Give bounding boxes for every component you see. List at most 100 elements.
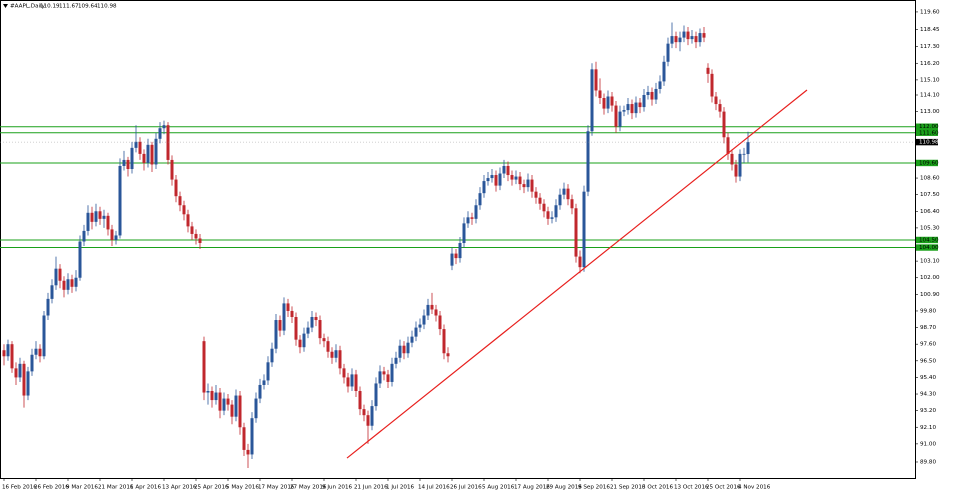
candle-body (418, 324, 422, 328)
y-tick-label: 97.60 (920, 342, 936, 348)
candle-body (254, 398, 258, 419)
candle-body (74, 277, 78, 287)
candle-body (546, 211, 550, 219)
candle-body (390, 363, 394, 382)
candle-body (18, 363, 22, 378)
candle-body (598, 90, 602, 99)
candle-body (230, 404, 234, 417)
trendline (346, 89, 808, 459)
candle-body (42, 315, 46, 357)
level-tag (916, 236, 938, 244)
candle-body (402, 345, 406, 354)
x-tick-label: 9 Sep 2016 (578, 485, 610, 491)
candle-body (674, 36, 678, 43)
candle-body (374, 383, 378, 407)
level-tag-label: 112.00 (919, 124, 939, 130)
level-tag (916, 123, 938, 130)
candle-body (626, 104, 630, 111)
candle-body (198, 238, 202, 244)
x-tick-label: 21 Sep 2016 (610, 485, 646, 491)
candle-body (722, 111, 726, 138)
candle-body (366, 415, 370, 426)
candle-body (154, 138, 158, 165)
candle-body (606, 96, 610, 109)
candle-body (26, 371, 30, 396)
candle-body (690, 36, 694, 40)
y-tick-label: 89.80 (920, 459, 936, 465)
candle-body (578, 256, 582, 268)
x-tick-label: 13 Apr 2016 (162, 485, 197, 491)
current-price-tag (916, 138, 938, 146)
candle-body (194, 233, 198, 239)
level-tag-label: 109.60 (919, 160, 939, 166)
candle-body (166, 125, 170, 160)
candle-body (686, 31, 690, 40)
current-price-label: 110.98 (919, 140, 939, 146)
candle-body (630, 104, 634, 114)
y-tick-label: 107.50 (920, 192, 940, 198)
candle-body (538, 197, 542, 204)
candle-body (206, 391, 210, 393)
candle-body (482, 181, 486, 194)
y-tick-label: 98.70 (920, 325, 936, 331)
x-tick-label: 14 Jul 2016 (418, 485, 450, 491)
candle-body (102, 215, 106, 219)
candle-body (126, 159, 130, 169)
level-tag-label: 111.60 (919, 130, 939, 136)
candle-body (670, 36, 674, 44)
y-tick-label: 92.10 (920, 425, 936, 431)
candle-body (314, 317, 318, 321)
candle-body (586, 131, 590, 192)
candle-body (270, 348, 274, 363)
level-tag (916, 159, 938, 167)
candle-body (414, 327, 418, 337)
candle-body (242, 427, 246, 450)
candle-body (266, 362, 270, 381)
candle-body (718, 104, 722, 112)
candle-body (258, 384, 262, 399)
chart-title: #AAPL,Daily (10, 4, 46, 10)
candle-body (334, 350, 338, 358)
x-tick-label: 5 Aug 2016 (482, 485, 515, 491)
candle-body (518, 176, 522, 185)
candle-body (594, 69, 598, 91)
candle-body (442, 329, 446, 354)
x-tick-label: 25 Apr 2016 (194, 485, 229, 491)
candle-body (466, 217, 470, 224)
candle-body (158, 128, 162, 139)
candle-body (62, 280, 66, 290)
candle-body (706, 67, 710, 74)
candle-body (410, 336, 414, 343)
candle-body (134, 141, 138, 148)
candle-body (114, 235, 118, 240)
candle-body (650, 91, 654, 100)
candle-body (146, 144, 150, 163)
candle-body (490, 175, 494, 179)
candle-body (474, 205, 478, 219)
y-tick-label: 99.80 (920, 308, 936, 314)
y-tick-label: 94.30 (920, 392, 936, 398)
candle-body (570, 199, 574, 209)
candle-body (54, 268, 58, 286)
candle-body (470, 217, 474, 219)
candle-body (22, 363, 26, 396)
candle-body (234, 395, 238, 417)
y-tick-label: 105.30 (920, 225, 940, 231)
candle-body (738, 153, 742, 177)
close-value: 110.98 (97, 4, 117, 10)
candle-body (398, 345, 402, 358)
candle-body (142, 153, 146, 163)
candle-body (602, 98, 606, 109)
candle-body (422, 315, 426, 325)
level-tag (916, 129, 938, 136)
candle-body (14, 368, 18, 378)
candle-body (574, 208, 578, 257)
candle-body (618, 111, 622, 127)
candle-body (506, 165, 510, 176)
x-tick-label: 29 Aug 2016 (546, 485, 582, 491)
candle-body (642, 94, 646, 108)
x-tick-label: 26 Jul 2016 (450, 485, 482, 491)
candle-body (666, 43, 670, 62)
level-tag (916, 244, 938, 251)
y-tick-label: 108.60 (920, 176, 940, 182)
